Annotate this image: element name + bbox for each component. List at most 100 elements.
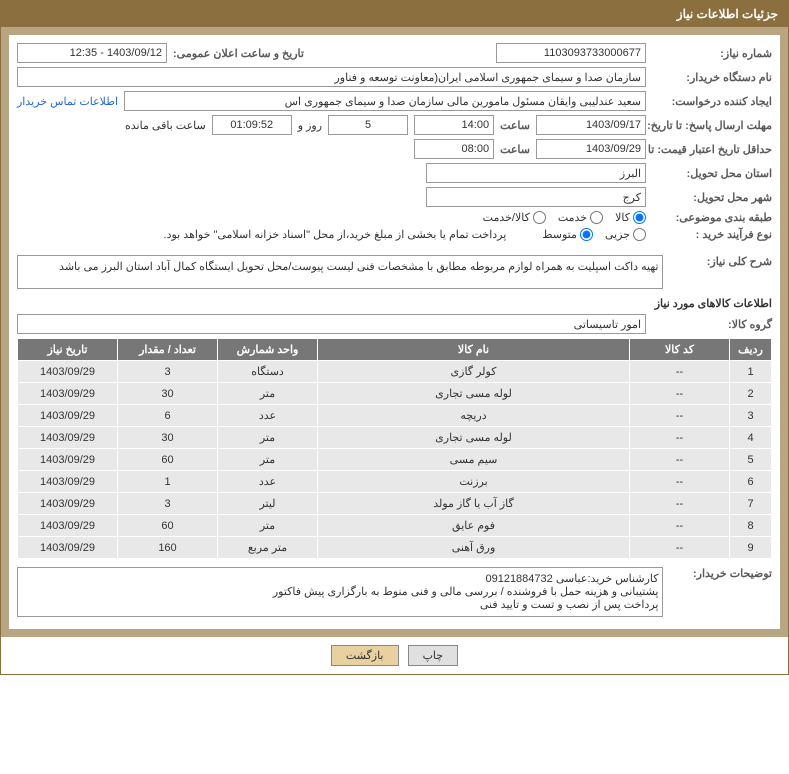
back-button[interactable]: بازگشت — [331, 645, 399, 666]
print-button[interactable]: چاپ — [408, 645, 459, 666]
radio-small-label: جزیی — [605, 228, 630, 241]
th-code: کد کالا — [630, 339, 730, 361]
cell-date: 1403/09/29 — [18, 515, 118, 537]
countdown-value: 01:09:52 — [212, 115, 292, 135]
cell-qty: 30 — [118, 427, 218, 449]
table-row: 7--گاز آب یا گاز مولدلیتر31403/09/29 — [18, 493, 772, 515]
th-row: ردیف — [730, 339, 772, 361]
cell-date: 1403/09/29 — [18, 383, 118, 405]
buyer-notes-label: توضیحات خریدار: — [669, 567, 772, 580]
radio-kala-khadamat-label: کالا/خدمت — [483, 211, 530, 224]
cell-row: 9 — [730, 537, 772, 559]
city-value: کرج — [426, 187, 646, 207]
deadline-send-date: 1403/09/17 — [536, 115, 646, 135]
buyer-org-label: نام دستگاه خریدار: — [652, 71, 772, 84]
time-label-2: ساعت — [500, 143, 530, 156]
cell-code: -- — [630, 383, 730, 405]
cell-code: -- — [630, 405, 730, 427]
validity-time: 08:00 — [414, 139, 494, 159]
radio-small[interactable] — [633, 228, 646, 241]
cell-name: دریچه — [318, 405, 630, 427]
province-value: البرز — [426, 163, 646, 183]
table-row: 1--کولر گازیدستگاه31403/09/29 — [18, 361, 772, 383]
radio-medium-label: متوسط — [542, 228, 577, 241]
cell-code: -- — [630, 361, 730, 383]
table-row: 9--ورق آهنیمتر مربع1601403/09/29 — [18, 537, 772, 559]
cell-qty: 3 — [118, 361, 218, 383]
cell-date: 1403/09/29 — [18, 471, 118, 493]
description-label: شرح کلی نیاز: — [669, 255, 772, 268]
cell-qty: 160 — [118, 537, 218, 559]
buyer-notes-value: کارشناس خرید:عباسی 09121884732 پشتیبانی … — [17, 567, 663, 617]
need-number-value: 1103093733000677 — [496, 43, 646, 63]
cell-date: 1403/09/29 — [18, 427, 118, 449]
cell-unit: دستگاه — [218, 361, 318, 383]
time-label-1: ساعت — [500, 119, 530, 132]
panel-header: جزئیات اطلاعات نیاز — [1, 1, 788, 27]
cell-code: -- — [630, 515, 730, 537]
table-row: 8--فوم عایقمتر601403/09/29 — [18, 515, 772, 537]
cell-unit: متر — [218, 427, 318, 449]
radio-kala-khadamat[interactable] — [533, 211, 546, 224]
radio-kala-label: کالا — [615, 211, 630, 224]
days-label: روز و — [298, 119, 322, 132]
cell-qty: 60 — [118, 449, 218, 471]
buyer-contact-link[interactable]: اطلاعات تماس خریدار — [17, 95, 118, 108]
cell-name: ورق آهنی — [318, 537, 630, 559]
cell-row: 4 — [730, 427, 772, 449]
cell-code: -- — [630, 493, 730, 515]
days-remaining: 5 — [328, 115, 408, 135]
cell-unit: عدد — [218, 405, 318, 427]
table-row: 2--لوله مسی تجاریمتر301403/09/29 — [18, 383, 772, 405]
th-date: تاریخ نیاز — [18, 339, 118, 361]
table-row: 6--برزنتعدد11403/09/29 — [18, 471, 772, 493]
city-label: شهر محل تحویل: — [652, 191, 772, 204]
group-label: گروه کالا: — [652, 318, 772, 331]
th-qty: تعداد / مقدار — [118, 339, 218, 361]
cell-qty: 60 — [118, 515, 218, 537]
items-table: ردیف کد کالا نام کالا واحد شمارش تعداد /… — [17, 338, 772, 559]
cell-date: 1403/09/29 — [18, 449, 118, 471]
radio-khadamat-label: خدمت — [558, 211, 587, 224]
cell-date: 1403/09/29 — [18, 361, 118, 383]
cell-qty: 30 — [118, 383, 218, 405]
cell-name: برزنت — [318, 471, 630, 493]
cell-date: 1403/09/29 — [18, 537, 118, 559]
cell-name: لوله مسی تجاری — [318, 383, 630, 405]
deadline-send-label: مهلت ارسال پاسخ: تا تاریخ: — [652, 119, 772, 132]
th-name: نام کالا — [318, 339, 630, 361]
cell-unit: لیتر — [218, 493, 318, 515]
payment-note: پرداخت تمام یا بخشی از مبلغ خرید،از محل … — [164, 228, 507, 241]
cell-unit: متر — [218, 383, 318, 405]
radio-medium[interactable] — [580, 228, 593, 241]
cell-date: 1403/09/29 — [18, 405, 118, 427]
cell-name: کولر گازی — [318, 361, 630, 383]
cell-qty: 6 — [118, 405, 218, 427]
cell-unit: عدد — [218, 471, 318, 493]
cell-row: 7 — [730, 493, 772, 515]
cell-name: لوله مسی تجاری — [318, 427, 630, 449]
cell-code: -- — [630, 427, 730, 449]
description-value: تهیه داکت اسپلیت به همراه لوازم مربوطه م… — [17, 255, 663, 289]
province-label: استان محل تحویل: — [652, 167, 772, 180]
cell-code: -- — [630, 471, 730, 493]
cell-row: 6 — [730, 471, 772, 493]
process-label: نوع فرآیند خرید : — [652, 228, 772, 241]
cell-code: -- — [630, 537, 730, 559]
validity-date: 1403/09/29 — [536, 139, 646, 159]
cell-unit: متر — [218, 515, 318, 537]
cell-name: سیم مسی — [318, 449, 630, 471]
th-unit: واحد شمارش — [218, 339, 318, 361]
cell-qty: 3 — [118, 493, 218, 515]
cell-qty: 1 — [118, 471, 218, 493]
cell-name: فوم عایق — [318, 515, 630, 537]
table-row: 4--لوله مسی تجاریمتر301403/09/29 — [18, 427, 772, 449]
radio-khadamat[interactable] — [590, 211, 603, 224]
table-row: 5--سیم مسیمتر601403/09/29 — [18, 449, 772, 471]
cell-row: 5 — [730, 449, 772, 471]
requester-value: سعید عندلیبی وایقان مسئول مامورین مالی س… — [124, 91, 646, 111]
process-radio-group: جزیی متوسط — [542, 228, 646, 241]
radio-kala[interactable] — [633, 211, 646, 224]
need-number-label: شماره نیاز: — [652, 47, 772, 60]
cell-row: 3 — [730, 405, 772, 427]
